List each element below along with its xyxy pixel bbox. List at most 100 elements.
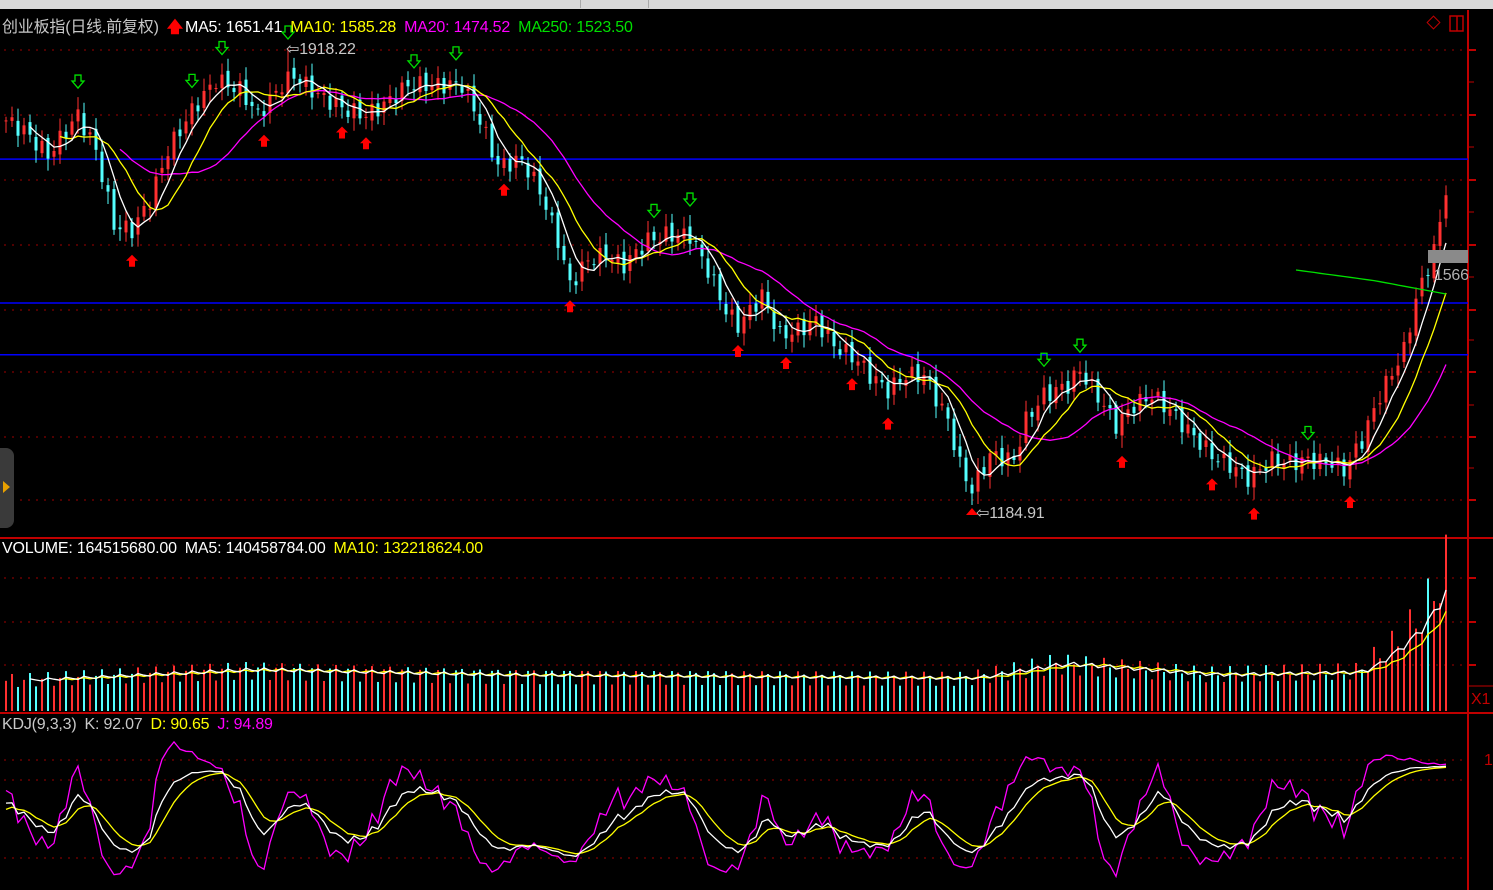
candle-body — [76, 109, 80, 122]
candle-body — [46, 137, 50, 159]
candle-body — [1060, 383, 1064, 390]
volume-scale-label[interactable]: X1 — [1471, 691, 1491, 708]
kdj-j-value: J: 94.89 — [217, 716, 273, 733]
sell-signal-arrow-icon — [1300, 425, 1316, 441]
price-tag-value: 1566 — [1434, 267, 1468, 284]
candle-body — [418, 76, 422, 93]
buy-signal-arrow-icon — [360, 137, 372, 150]
candle-body — [898, 378, 902, 383]
candle-body — [172, 131, 176, 160]
candle-body — [310, 75, 314, 98]
buy-signal-arrow-icon — [126, 254, 138, 267]
candle-body — [808, 321, 812, 336]
candle-body — [976, 470, 980, 492]
candle-body — [298, 78, 302, 84]
candle-body — [1372, 408, 1376, 422]
candle-body — [154, 176, 158, 209]
candle-body — [1132, 406, 1136, 414]
triangle-right-icon — [3, 481, 10, 493]
buy-signal-arrow-icon — [498, 183, 510, 196]
candle-body — [478, 114, 482, 125]
candle-body — [1150, 399, 1154, 403]
candle-body — [118, 227, 122, 230]
candle-body — [1108, 405, 1112, 409]
candle-body — [676, 235, 680, 243]
candle-body — [274, 90, 278, 93]
buy-signal-arrow-icon — [1116, 455, 1128, 468]
candle-body — [190, 103, 194, 125]
candle-body — [544, 196, 548, 210]
candle-body — [532, 171, 536, 177]
candle-body — [1282, 463, 1286, 469]
candle-body — [646, 232, 650, 252]
buy-signal-arrow-icon — [732, 344, 744, 357]
expand-panel-toggle[interactable] — [0, 448, 14, 528]
candle-body — [340, 95, 344, 108]
candle-body — [1414, 298, 1418, 336]
candle-body — [184, 121, 188, 134]
candle-body — [148, 208, 152, 210]
candle-body — [604, 244, 608, 261]
candle-body — [328, 95, 332, 110]
candle-body — [424, 72, 428, 92]
candle-body — [400, 82, 404, 101]
candle-body — [1168, 409, 1172, 416]
toolbar-tab[interactable] — [648, 0, 739, 8]
candle-body — [466, 88, 470, 91]
candle-body — [316, 92, 320, 95]
kdj-legend: KDJ(9,3,3) K: 92.07 D: 90.65 J: 94.89 — [2, 716, 281, 734]
buy-signal-arrow-icon — [1248, 507, 1260, 520]
candle-body — [454, 81, 458, 83]
candle-body — [334, 97, 338, 108]
candle-body — [364, 116, 368, 118]
candle-body — [490, 123, 494, 158]
candle-body — [292, 67, 296, 79]
candle-body — [904, 380, 908, 386]
candle-body — [106, 185, 110, 192]
candle-body — [580, 261, 584, 282]
candle-body — [538, 168, 542, 195]
high-price-value: 1918.22 — [299, 41, 356, 58]
candle-body — [916, 364, 920, 383]
sell-signal-arrow-icon — [1072, 338, 1088, 354]
candle-body — [70, 121, 74, 135]
candle-body — [1192, 427, 1196, 436]
candle-body — [1420, 277, 1424, 297]
candle-body — [1246, 465, 1250, 487]
candle-body — [1288, 455, 1292, 461]
candle-body — [844, 344, 848, 353]
candle-body — [970, 484, 974, 494]
candle-body — [124, 220, 128, 233]
candle-body — [670, 222, 674, 242]
kdj-k-value: K: 92.07 — [84, 716, 143, 733]
candle-body — [262, 111, 266, 117]
candle-body — [178, 129, 182, 137]
candle-body — [1444, 195, 1448, 219]
candle-body — [1258, 469, 1262, 471]
candle-body — [1210, 443, 1214, 460]
toolbar-tab[interactable] — [580, 0, 641, 8]
candle-body — [1162, 390, 1166, 413]
candle-body — [712, 274, 716, 276]
candle-body — [694, 240, 698, 242]
candle-body — [388, 96, 392, 104]
candle-body — [10, 117, 14, 121]
sell-signal-arrow-icon — [70, 74, 86, 90]
low-price-label: ⇦1184.91 — [976, 505, 1045, 522]
candle-body — [460, 85, 464, 93]
candle-body — [910, 366, 914, 378]
candle-body — [760, 289, 764, 309]
candle-body — [88, 132, 92, 135]
candle-body — [766, 291, 770, 309]
candle-body — [142, 205, 146, 217]
kdj-k-line — [5, 765, 1447, 858]
candle-body — [1264, 467, 1268, 471]
candle-body — [700, 244, 704, 257]
sell-signal-arrow-icon — [1036, 352, 1052, 368]
candle-body — [304, 76, 308, 87]
candle-body — [58, 130, 62, 155]
volume-ma10-value: MA10: 132218624.00 — [333, 540, 484, 557]
candle-body — [100, 151, 104, 183]
candle-body — [1018, 446, 1022, 461]
